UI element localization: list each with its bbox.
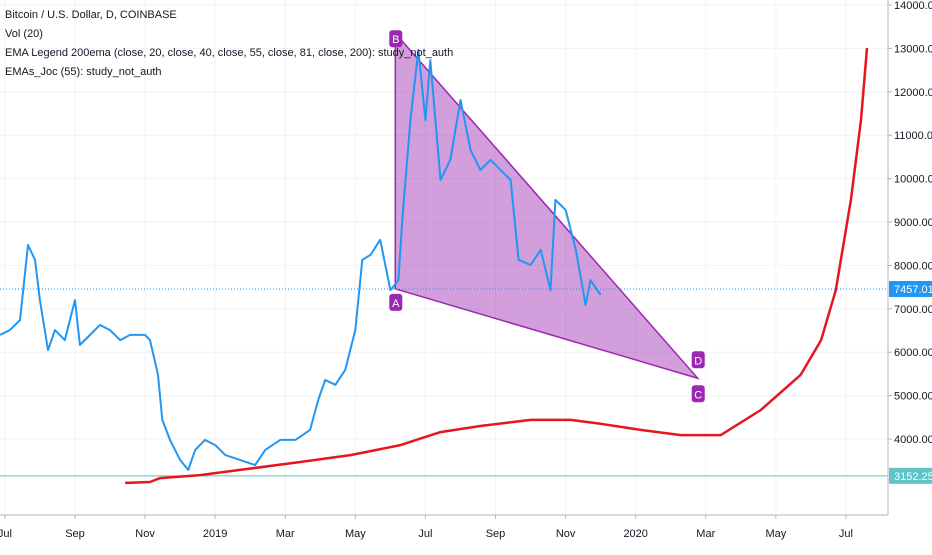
x-tick-label: Jul — [418, 528, 432, 540]
triangle-pattern — [394, 31, 700, 380]
price-level-box — [889, 280, 932, 297]
x-tick-label: May — [765, 528, 786, 540]
pattern-label: D — [694, 355, 702, 367]
y-tick-label: 10000.00 — [894, 174, 932, 186]
pattern-label: B — [392, 34, 399, 46]
y-tick-label: 13000.00 — [894, 43, 932, 55]
x-tick-label: Jul — [839, 528, 853, 540]
x-tick-label: Sep — [65, 528, 85, 540]
pattern-label-box — [691, 385, 705, 403]
x-tick-label: Mar — [276, 528, 295, 540]
x-tick-label: Sep — [486, 528, 506, 540]
price-level-label: 7457.01 — [894, 284, 932, 296]
y-tick-label: 8000.00 — [894, 260, 932, 272]
pattern-label-box — [389, 30, 403, 48]
y-tick-label: 14000.00 — [894, 0, 932, 12]
series-line — [125, 47, 869, 485]
chart-title: Bitcoin / U.S. Dollar, D, COINBASE — [5, 9, 177, 21]
price-level-box — [889, 467, 932, 484]
x-tick-label: Nov — [135, 528, 155, 540]
series-line — [0, 49, 602, 471]
legend-line: Vol (20) — [5, 28, 43, 40]
x-tick-label: 2019 — [203, 528, 227, 540]
pattern-label: A — [392, 298, 400, 310]
y-tick-label: 7000.00 — [894, 304, 932, 316]
x-tick-label: May — [345, 528, 366, 540]
x-tick-label: 2020 — [623, 528, 647, 540]
x-tick-label: Mar — [696, 528, 715, 540]
y-tick-label: 5000.00 — [894, 391, 932, 403]
price-level-label: 3152.25 — [894, 471, 932, 483]
pattern-label-box — [691, 351, 705, 369]
y-tick-label: 9000.00 — [894, 217, 932, 229]
pattern-label-box — [389, 293, 403, 311]
y-tick-label: 11000.00 — [894, 130, 932, 142]
pattern-label: C — [694, 389, 702, 401]
y-tick-label: 4000.00 — [894, 434, 932, 446]
legend-line: EMA Legend 200ema (close, 20, close, 40,… — [5, 47, 453, 59]
y-tick-label: 12000.00 — [894, 87, 932, 99]
legend-line: EMAs_Joc (55): study_not_auth — [5, 66, 162, 78]
y-tick-label: 6000.00 — [894, 347, 932, 359]
x-tick-label: Nov — [556, 528, 576, 540]
x-tick-label: Jul — [0, 528, 12, 540]
